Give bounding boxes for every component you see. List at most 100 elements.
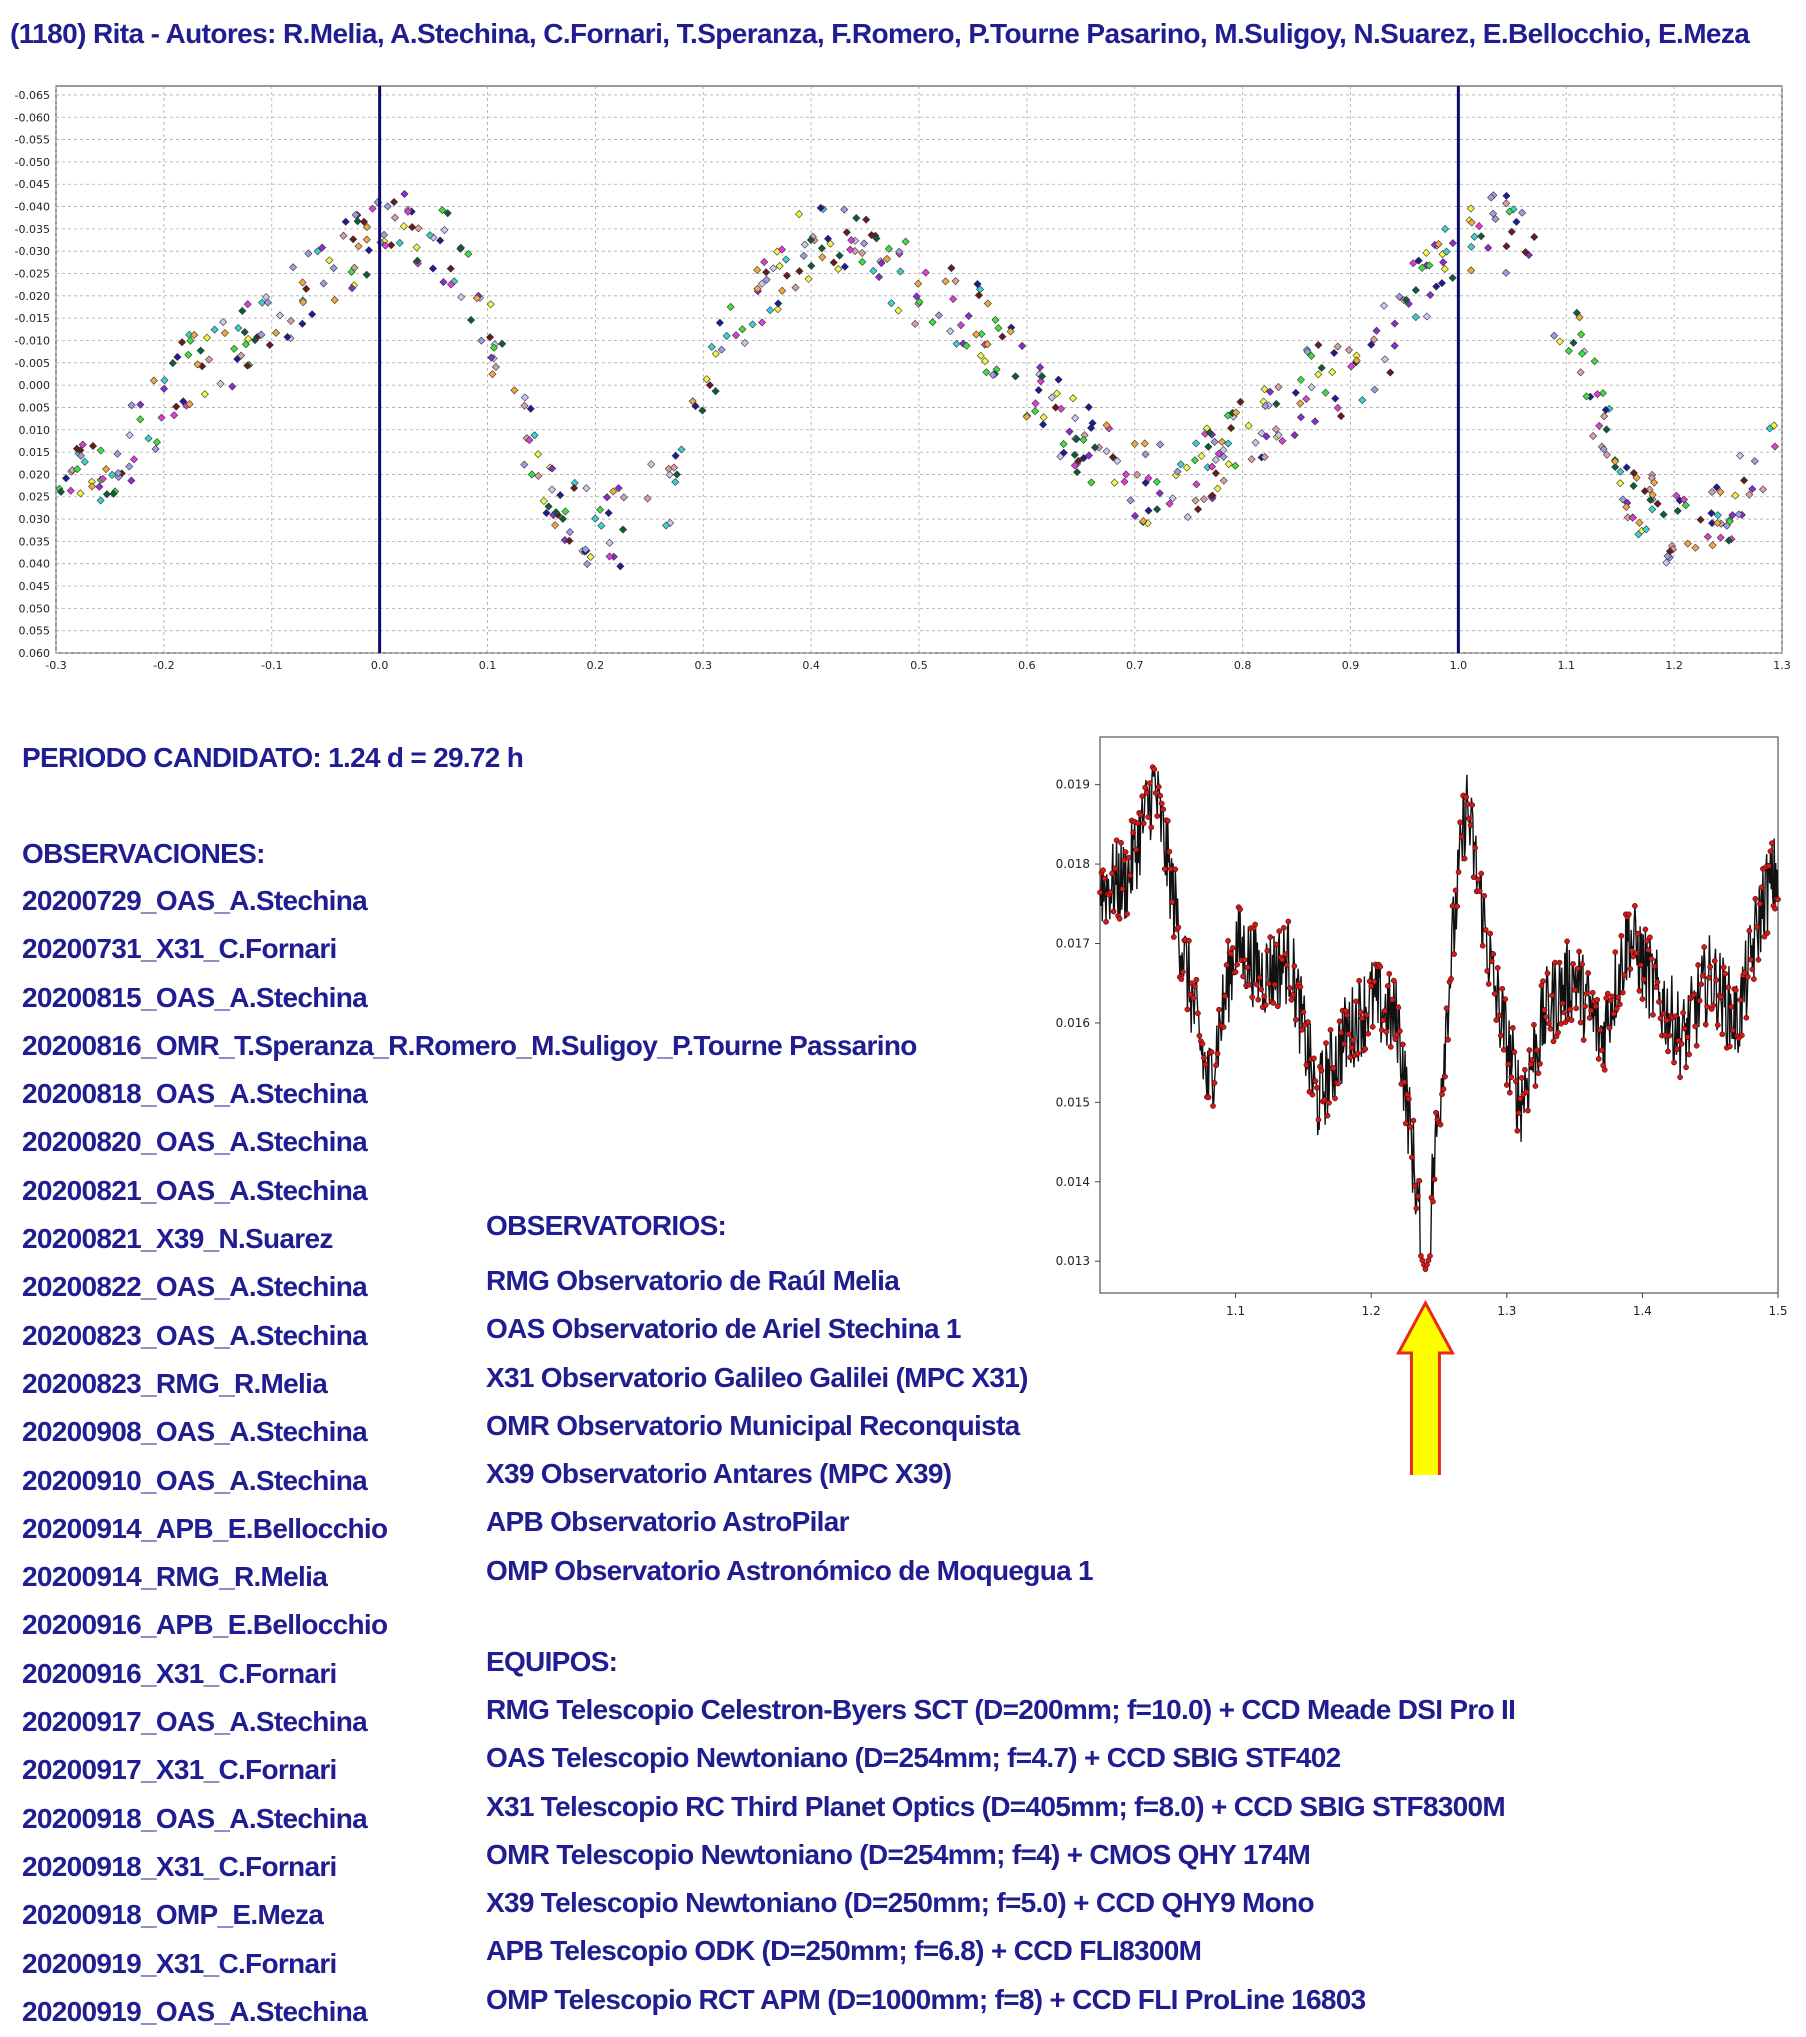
data-point: [72, 444, 81, 453]
periodogram-point: [1368, 983, 1375, 990]
data-point: [781, 255, 791, 264]
data-point: [1634, 530, 1643, 539]
periodogram-point: [1579, 961, 1585, 968]
observatory-item: OAS Observatorio de Ariel Stechina 1: [486, 1313, 962, 1345]
periodogram-point: [1124, 911, 1130, 917]
data-point: [707, 342, 716, 351]
periodogram-point: [1769, 840, 1775, 846]
data-point: [1600, 412, 1609, 421]
data-point: [1069, 394, 1078, 403]
data-point: [109, 489, 118, 498]
periodogram-point: [1546, 1020, 1552, 1027]
data-point: [1402, 295, 1411, 304]
x-tick-label: 1.2: [1362, 1304, 1381, 1318]
periodogram-point: [1746, 927, 1753, 934]
data-point: [1311, 417, 1320, 426]
data-point: [1578, 349, 1587, 358]
observation-item: 20200918_OMP_E.Meza: [22, 1899, 324, 1931]
data-point: [1448, 273, 1457, 282]
data-point: [757, 279, 766, 288]
periodogram-point: [1232, 969, 1239, 975]
data-point: [882, 254, 892, 263]
periodogram-point: [1133, 846, 1140, 853]
y-tick-label: -0.055: [15, 134, 50, 147]
data-point: [605, 538, 614, 547]
data-point: [1426, 290, 1435, 300]
periodogram-point: [1749, 966, 1756, 973]
periodogram-point: [1482, 927, 1489, 933]
periodogram-point: [1170, 934, 1177, 940]
periodogram-point: [1463, 794, 1469, 800]
data-point: [362, 235, 371, 244]
y-tick-label: 0.016: [1056, 1016, 1090, 1030]
data-point: [1317, 363, 1326, 372]
periodogram-point: [1567, 1006, 1573, 1013]
periodogram-point: [1359, 1015, 1366, 1022]
data-point: [160, 384, 169, 393]
periodogram-point: [1112, 865, 1118, 872]
data-point: [1290, 431, 1299, 440]
periodogram-point: [1363, 1012, 1370, 1018]
data-point: [766, 306, 775, 315]
data-point: [614, 484, 623, 493]
periodogram-point: [1273, 941, 1280, 948]
data-point: [1344, 346, 1354, 355]
data-point: [934, 311, 943, 320]
periodogram-point: [1568, 1017, 1575, 1023]
data-point: [1712, 483, 1721, 492]
data-point: [1409, 259, 1418, 268]
periodogram-point: [1476, 888, 1483, 894]
data-point: [1219, 452, 1228, 461]
periodogram-point: [1531, 1021, 1537, 1028]
data-point: [56, 487, 65, 496]
data-point: [1598, 389, 1607, 398]
periodogram-point: [1338, 1029, 1344, 1036]
data-point: [98, 474, 107, 483]
data-point: [895, 247, 904, 256]
data-point: [1156, 440, 1165, 449]
observation-item: 20200914_APB_E.Bellocchio: [22, 1512, 388, 1544]
data-point: [791, 283, 800, 292]
periodogram-point: [1437, 1121, 1444, 1128]
data-point: [1576, 368, 1585, 377]
data-point: [491, 362, 500, 372]
periodogram-point: [1619, 989, 1626, 996]
data-point: [1084, 403, 1093, 412]
data-point: [602, 493, 612, 502]
periodogram-point: [1125, 854, 1132, 861]
data-point: [1011, 372, 1020, 381]
data-point: [1713, 518, 1722, 528]
observation-item: 20200917_X31_C.Fornari: [22, 1754, 337, 1786]
data-point: [928, 318, 937, 327]
periodogram-point: [1280, 924, 1287, 931]
data-point: [1708, 541, 1717, 550]
periodogram-point: [1300, 1009, 1307, 1015]
periodogram-point: [1234, 961, 1240, 968]
data-point: [359, 217, 369, 226]
periodogram-point: [1677, 1074, 1683, 1081]
periodogram-point: [1632, 903, 1638, 909]
data-point: [1673, 506, 1682, 515]
equipment-header: EQUIPOS:: [486, 1646, 618, 1677]
data-point: [1204, 442, 1213, 451]
data-point: [691, 402, 700, 411]
periodogram-point: [1409, 1154, 1415, 1161]
y-tick-label: 0.035: [19, 535, 51, 548]
periodogram-point: [1216, 1006, 1222, 1013]
periodogram-point: [1365, 1030, 1372, 1037]
periodogram-point: [1616, 1001, 1623, 1008]
periodogram-point: [1454, 903, 1460, 910]
periodogram-point: [1469, 802, 1475, 808]
periodogram-point: [1267, 934, 1274, 940]
data-point: [1183, 512, 1192, 521]
data-point: [486, 300, 495, 309]
data-point: [1696, 515, 1705, 524]
data-point: [1065, 427, 1074, 436]
data-point: [438, 206, 447, 215]
data-point: [1740, 476, 1749, 485]
y-tick-label: 0.030: [19, 513, 51, 526]
data-point: [582, 484, 591, 493]
data-point: [1507, 227, 1516, 236]
data-point: [548, 464, 557, 473]
periodogram-point: [1344, 1012, 1350, 1018]
